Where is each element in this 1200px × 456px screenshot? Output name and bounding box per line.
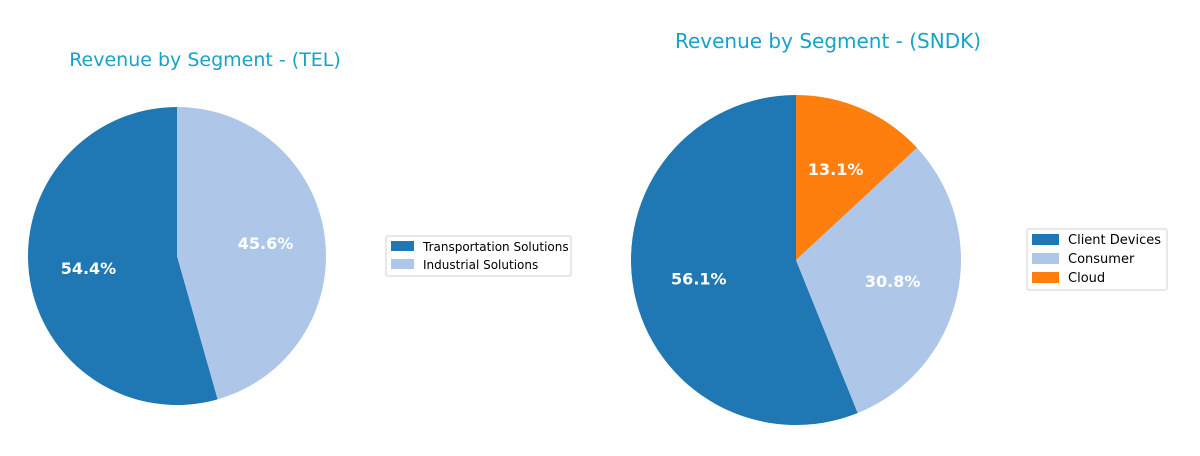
tel-legend-swatch-industrial [391,259,414,269]
sndk-legend-swatch-consumer [1032,253,1059,264]
sndk-legend-frame [1026,228,1168,291]
tel-legend-label-industrial: Industrial Solutions [423,258,538,272]
sndk-legend-swatch-client-devices [1032,234,1059,245]
tel-chart-title: Revenue by Segment - (TEL) [69,49,341,71]
sndk-slice-consumer [796,147,962,414]
sndk-slice-cloud [796,94,917,260]
sndk-slice-label-client-devices: 56.1% [671,269,727,288]
sndk-slice-label-cloud: 13.1% [808,160,864,179]
tel-slice-industrial-solutions [177,107,327,400]
tel-slice-label-transportation-solutions: 54.4% [61,259,117,278]
sndk-legend-label-client-devices: Client Devices [1068,233,1161,248]
sndk-legend-label-consumer: Consumer [1068,252,1135,267]
sndk-pie-labels: 56.1% 30.8% 13.1% [671,160,920,291]
sndk-pie-chart: Revenue by Segment - (SNDK) 56.1% 30.8% 13… [631,29,1168,425]
tel-legend-frame [385,235,572,277]
tel-legend-swatch-transportation [391,241,414,251]
sndk-slice-client-devices [631,95,858,425]
tel-slice-label-industrial-solutions: 45.6% [238,234,294,253]
sndk-slice-label-consumer: 30.8% [865,272,921,291]
tel-legend: Transportation Solutions Industrial Solu… [385,235,572,277]
tel-pie-labels: 54.4% 45.6% [61,234,294,278]
sndk-pie-slices [631,94,962,425]
sndk-legend: Client Devices Consumer Cloud [1026,228,1168,291]
sndk-legend-swatch-cloud [1032,272,1059,283]
sndk-legend-label-cloud: Cloud [1068,271,1105,286]
tel-legend-label-transportation: Transportation Solutions [422,240,569,254]
sndk-chart-title: Revenue by Segment - (SNDK) [675,29,981,53]
tel-pie-chart: Revenue by Segment - (TEL) 54.4% 45.6% Tr… [28,49,572,405]
tel-pie-slices [28,107,327,405]
tel-slice-transportation-solutions [28,107,218,405]
